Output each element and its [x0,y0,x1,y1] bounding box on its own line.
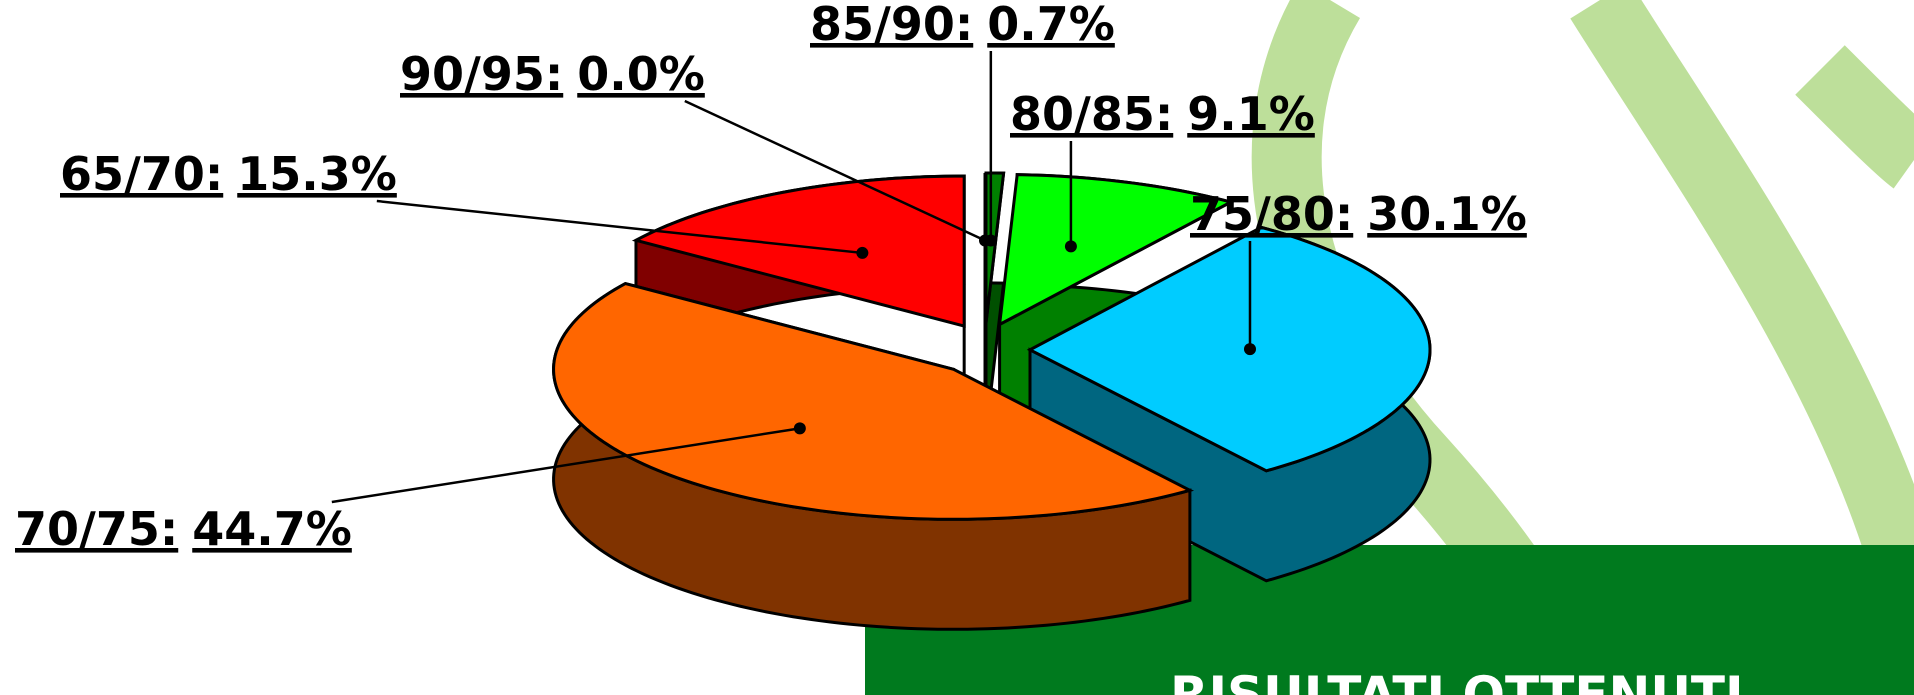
value-label: 9.1% [1187,87,1315,141]
value-label: 15.3% [237,147,397,201]
leader-line [331,427,801,504]
category-label: 70/75: [15,502,178,556]
leader-dot [1243,343,1256,356]
box-title: RISULTATI OTTENUTI [1170,666,1744,695]
value-label: 44.7% [192,502,352,556]
category-label: 80/85: [1010,87,1173,141]
leader-dot [1064,240,1077,253]
category-label: 85/90: [810,0,973,51]
slice-label: 90/95: 0.0% [400,47,705,101]
slice-top [631,174,966,329]
slice-label: 70/75: 44.7% [15,502,352,556]
slice-label: 75/80: 30.1% [1190,187,1527,241]
category-label: 90/95: [400,47,563,101]
slice-top [997,173,1235,328]
category-label: 75/80: [1190,187,1353,241]
slice-label: 80/85: 9.1% [1010,87,1315,141]
leader-dot [793,422,806,435]
slice-top [1026,225,1432,473]
slice-label: 85/90: 0.7% [810,0,1115,51]
slice-label: 65/70: 15.3% [60,147,397,201]
slice-top [552,281,1195,521]
value-label: 0.7% [987,0,1115,51]
leader-line [684,99,986,242]
slice [552,281,1195,631]
value-label: 0.0% [577,47,705,101]
leader-dot [856,246,869,259]
labels: 65/70: 15.3% 70/75: 44.7% 75/80: 30.1% 80/85: 9… [15,0,1527,556]
leader-dot [979,234,991,247]
category-label: 65/70: [60,147,223,201]
pie [552,171,1432,631]
value-label: 30.1% [1367,187,1527,241]
leader-line [376,199,863,255]
